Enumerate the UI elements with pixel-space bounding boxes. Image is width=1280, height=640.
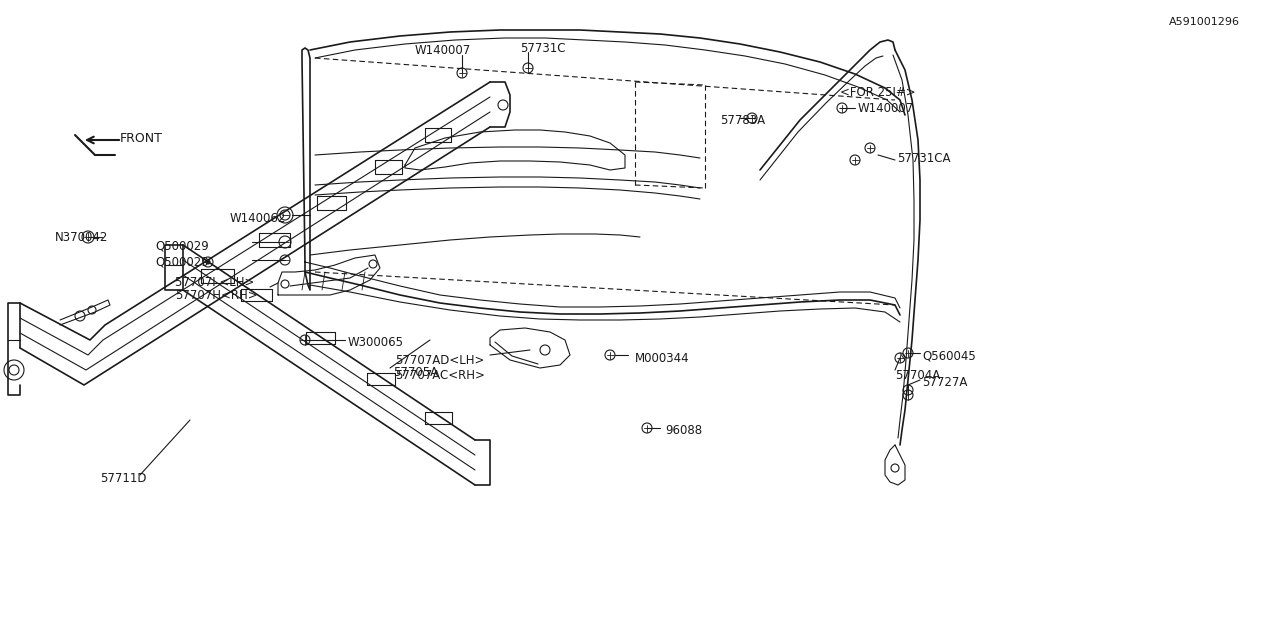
Text: 57727A: 57727A (922, 376, 968, 388)
Text: 57731CA: 57731CA (897, 152, 951, 164)
Text: N370042: N370042 (55, 230, 109, 243)
Text: M000344: M000344 (635, 351, 690, 365)
Text: W140062: W140062 (230, 211, 287, 225)
Text: 57705A: 57705A (393, 365, 438, 378)
Text: 57704A: 57704A (895, 369, 941, 381)
Text: 57707I <LH>: 57707I <LH> (175, 275, 255, 289)
Text: A591001296: A591001296 (1169, 17, 1240, 27)
Text: W140007: W140007 (858, 102, 914, 115)
Text: 57731C: 57731C (520, 42, 566, 54)
Text: 57707H<RH>: 57707H<RH> (175, 289, 257, 301)
Circle shape (206, 260, 210, 264)
Text: 57707AD<LH>: 57707AD<LH> (396, 353, 484, 367)
Text: Q560045: Q560045 (922, 349, 975, 362)
Text: FRONT: FRONT (120, 131, 163, 145)
Text: 57707AC<RH>: 57707AC<RH> (396, 369, 485, 381)
Text: 57711D: 57711D (100, 472, 146, 484)
Text: W300065: W300065 (348, 335, 404, 349)
Text: 57783A: 57783A (719, 113, 765, 127)
Text: Q500029: Q500029 (155, 255, 209, 269)
Text: Q500029: Q500029 (155, 239, 209, 253)
Text: W140007: W140007 (415, 44, 471, 56)
Text: <FOR 25I#>: <FOR 25I#> (840, 86, 915, 99)
Text: 96088: 96088 (666, 424, 703, 436)
